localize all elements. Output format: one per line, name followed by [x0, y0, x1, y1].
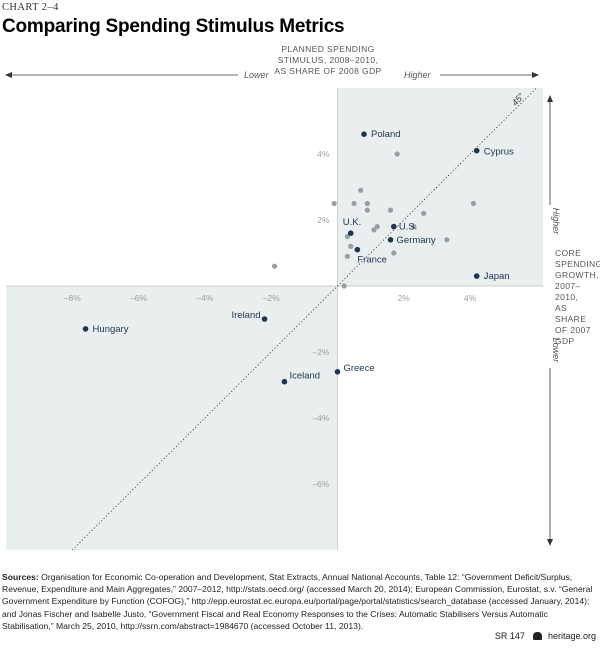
x-higher-arrowhead [532, 72, 539, 78]
liberty-bell-icon [533, 632, 543, 640]
data-point-unlabeled [391, 250, 397, 256]
y-tick-label: 4% [317, 149, 330, 159]
data-point-unlabeled [344, 253, 351, 259]
data-point-label: France [357, 255, 387, 266]
sources-label: Sources: [2, 572, 39, 582]
chart-number: CHART 2–4 [2, 2, 59, 13]
data-point-unlabeled [364, 200, 370, 207]
data-point-unlabeled [348, 243, 354, 249]
data-point-unlabeled [470, 200, 476, 207]
data-point-unlabeled [344, 233, 351, 240]
footer: SR 147 heritage.org [495, 631, 596, 641]
data-point-unlabeled [351, 200, 357, 207]
report-id: SR 147 [494, 631, 525, 641]
data-point [354, 246, 361, 253]
y-tick-label: –2% [312, 347, 329, 357]
data-point-unlabeled [411, 224, 417, 230]
data-point-label: U.S. [399, 222, 417, 233]
x-higher-label: Higher [404, 70, 432, 80]
data-point-unlabeled [341, 283, 347, 289]
data-point [387, 237, 394, 243]
data-point-label: Iceland [289, 371, 320, 382]
x-lower-arrowhead [5, 72, 12, 78]
x-tick-label: –8% [64, 293, 81, 303]
y-higher-label: Higher [551, 208, 561, 236]
y-higher-arrowhead [547, 95, 553, 102]
x-tick-label: –2% [263, 293, 280, 303]
x-lower-label: Lower [244, 70, 270, 80]
data-point-label: Poland [371, 129, 401, 140]
sources-note: Sources: Organisation for Economic Co-op… [2, 571, 596, 632]
y-axis-title: CORE SPENDING GROWTH, 2007–2010, AS SHARE OF … [555, 248, 600, 346]
data-point-unlabeled [394, 151, 400, 157]
shaded-quadrant-upper-right [337, 88, 543, 286]
chart-title: Comparing Spending Stimulus Metrics [2, 16, 345, 37]
data-point-unlabeled [387, 207, 394, 213]
reference-line-45 [72, 87, 537, 551]
data-point [261, 316, 268, 322]
data-point [473, 147, 480, 154]
data-point-label: Greece [343, 363, 374, 374]
data-point [82, 326, 89, 332]
data-point-label: Ireland [231, 310, 260, 321]
data-point [473, 273, 480, 279]
data-point-unlabeled [444, 237, 450, 243]
x-tick-label: 2% [398, 293, 411, 303]
data-point-unlabeled [371, 227, 377, 233]
data-point-unlabeled [271, 263, 278, 269]
site-link[interactable]: heritage.org [547, 631, 596, 641]
y-lower-label: Lower [551, 338, 561, 364]
y-lower-arrowhead [547, 539, 553, 546]
data-point-unlabeled [364, 207, 370, 213]
x-tick-label: –6% [130, 293, 147, 303]
x-tick-label: 4% [464, 293, 477, 303]
y-tick-label: –6% [312, 479, 329, 489]
data-point-label: Cyprus [484, 147, 514, 158]
data-point-label: Japan [484, 271, 510, 282]
x-axis-title: PLANNED SPENDING STIMULUS, 2008–2010, AS S… [274, 44, 382, 76]
data-point [334, 369, 341, 375]
data-point [361, 131, 367, 137]
y-tick-label: 2% [317, 215, 330, 225]
data-point-label: U.K. [343, 217, 361, 228]
data-point [281, 378, 288, 385]
data-point [347, 230, 354, 236]
x-tick-label: –4% [196, 293, 213, 303]
y-tick-label: –4% [312, 413, 329, 423]
data-point-unlabeled [331, 200, 337, 207]
chart-plot: –8% –6% –4% –2% 2% 4%–6%–4%–2%2%4%45°Lower Hig… [5, 70, 561, 551]
data-point [391, 223, 397, 230]
data-point-unlabeled [421, 210, 427, 216]
data-point-unlabeled [374, 224, 380, 230]
sources-text: Organisation for Economic Co-operation a… [2, 572, 593, 631]
data-point-label: Hungary [93, 324, 129, 335]
data-point-label: Germany [397, 235, 436, 246]
shaded-quadrant-lower-left [6, 286, 338, 550]
data-point-unlabeled [358, 187, 364, 193]
